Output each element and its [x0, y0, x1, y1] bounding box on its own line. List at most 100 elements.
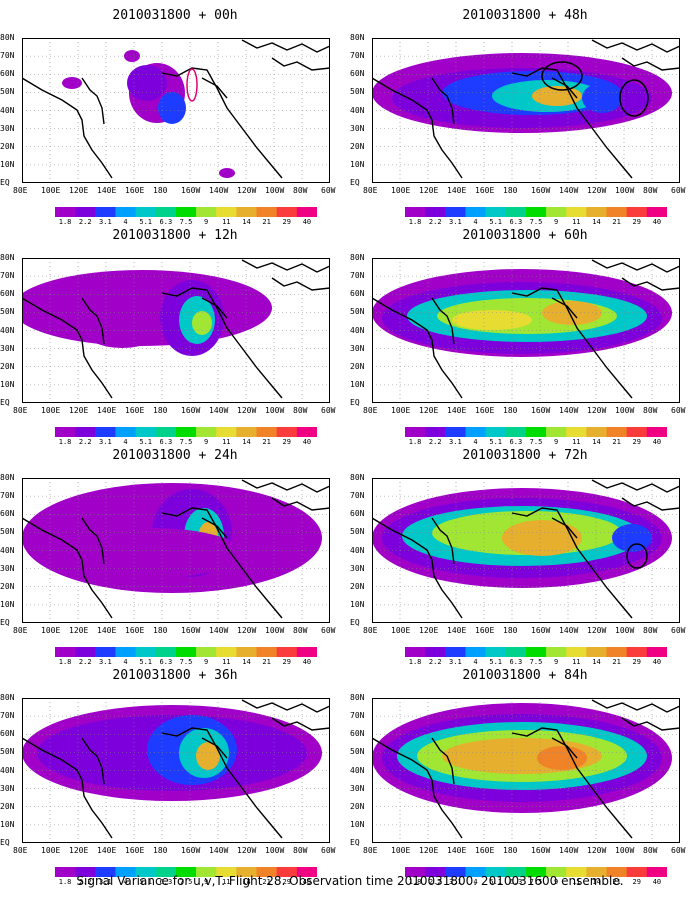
- plot-frame: [372, 258, 680, 403]
- colorbar: [55, 207, 317, 217]
- y-tick-label: 80N: [350, 693, 365, 702]
- colorbar-swatch: [135, 647, 157, 657]
- colorbar-swatch: [505, 867, 527, 877]
- y-tick-label: 50N: [0, 527, 15, 537]
- coastline: [591, 699, 680, 713]
- colorbar-level-label: 40: [652, 438, 662, 446]
- y-tick-label: 10N: [350, 379, 365, 389]
- colorbar-level-label: 9: [204, 878, 209, 886]
- colorbar-swatch: [175, 427, 197, 437]
- colorbar-swatch: [445, 647, 466, 657]
- x-tick-label: 100E: [391, 846, 411, 855]
- colorbar-level-label: 21: [612, 218, 621, 226]
- panel-title: 2010031800 + 60h: [462, 228, 588, 243]
- colorbar-swatch: [175, 647, 197, 657]
- x-tick-label: 100E: [41, 846, 61, 855]
- map-panel: 2010031800 + 24h 80N 70N 60N 50N 40N 30N 20N 10N…: [0, 448, 350, 670]
- colorbar-level-label: 29: [632, 218, 641, 226]
- x-tick-label: 180: [153, 846, 168, 855]
- colorbar-level-label: 1.8: [408, 878, 422, 886]
- colorbar-swatch: [296, 647, 317, 657]
- x-tick-label: 140E: [97, 406, 117, 415]
- coastline: [241, 259, 330, 273]
- colorbar-swatch: [485, 867, 507, 877]
- variance-shaded-region: [62, 528, 242, 578]
- contour-outline: [619, 79, 649, 117]
- colorbar-swatch: [216, 867, 237, 877]
- colorbar-level-label: 14: [592, 878, 601, 886]
- map-plot: [372, 478, 680, 623]
- colorbar-level-label: 40: [302, 218, 312, 226]
- colorbar-swatch: [525, 647, 547, 657]
- variance-shaded-region: [127, 65, 167, 101]
- coastline: [372, 77, 463, 179]
- coastline: [511, 507, 633, 619]
- colorbar-swatch: [115, 647, 137, 657]
- colorbar-level-label: 21: [262, 878, 271, 886]
- x-tick-label: 80E: [363, 626, 378, 635]
- y-tick-label: EQ: [350, 178, 360, 187]
- colorbar-swatch: [626, 647, 648, 657]
- x-tick-label: 120E: [69, 186, 89, 195]
- panel-title: 2010031800 + 12h: [112, 228, 238, 243]
- x-tick-label: 160E: [125, 626, 145, 635]
- coastline: [241, 699, 330, 713]
- y-tick-label: 80N: [350, 473, 365, 482]
- y-tick-label: 40N: [0, 765, 15, 775]
- panel-title: 2010031800 + 24h: [112, 448, 238, 463]
- colorbar: [405, 207, 667, 217]
- x-tick-label: 140W: [559, 406, 579, 415]
- variance-shaded-region: [219, 168, 235, 178]
- colorbar-swatch: [115, 867, 137, 877]
- colorbar-swatch: [196, 207, 217, 217]
- variance-shaded-region: [612, 524, 652, 552]
- colorbar-level-label: 11: [572, 878, 581, 886]
- x-tick-label: 60W: [671, 406, 686, 415]
- variance-shaded-region: [192, 311, 212, 335]
- colorbar-swatch: [155, 427, 177, 437]
- colorbar-swatch: [296, 207, 317, 217]
- coastline: [431, 517, 455, 565]
- colorbar-level-label: 4: [123, 878, 128, 886]
- x-tick-label: 120E: [69, 626, 89, 635]
- colorbar-swatch: [405, 207, 426, 217]
- variance-shaded-region: [196, 742, 220, 770]
- colorbar-level-label: 21: [262, 218, 271, 226]
- y-tick-label: 10N: [0, 159, 15, 169]
- colorbar-level-label: 2.2: [428, 878, 442, 886]
- x-tick-label: 100E: [41, 406, 61, 415]
- coastline: [201, 297, 228, 319]
- y-tick-label: EQ: [0, 618, 10, 627]
- colorbar-swatch: [55, 207, 76, 217]
- y-tick-label: 30N: [0, 123, 15, 133]
- coastline: [22, 737, 113, 839]
- x-tick-label: 60W: [321, 846, 336, 855]
- y-tick-label: EQ: [0, 178, 10, 187]
- colorbar-level-label: 21: [262, 438, 271, 446]
- colorbar-swatch: [646, 867, 667, 877]
- y-tick-label: 10N: [350, 599, 365, 609]
- map-panel: 2010031800 + 72h 80N 70N 60N 50N 40N 30N 20N 10N…: [350, 448, 700, 670]
- contour-outline: [186, 68, 198, 102]
- colorbar-level-label: 2.2: [78, 438, 92, 446]
- colorbar-level-label: 29: [632, 438, 641, 446]
- colorbar-level-label: 21: [612, 658, 621, 666]
- x-tick-label: 100E: [391, 626, 411, 635]
- plot-frame: [22, 478, 330, 623]
- colorbar-level-label: 6.3: [159, 878, 173, 886]
- y-tick-label: 30N: [350, 783, 365, 793]
- colorbar-swatch: [216, 207, 237, 217]
- colorbar-level-label: 29: [282, 438, 291, 446]
- colorbar-swatch: [196, 427, 217, 437]
- y-tick-label: 40N: [350, 545, 365, 555]
- colorbar-swatch: [546, 647, 567, 657]
- y-tick-label: 30N: [350, 563, 365, 573]
- x-tick-label: 120E: [419, 626, 439, 635]
- coastline: [22, 517, 113, 619]
- y-tick-label: 10N: [350, 159, 365, 169]
- colorbar-swatch: [256, 207, 278, 217]
- colorbar-swatch: [236, 647, 258, 657]
- colorbar-swatch: [155, 647, 177, 657]
- y-tick-label: 80N: [350, 33, 365, 42]
- y-tick-label: 60N: [0, 69, 15, 79]
